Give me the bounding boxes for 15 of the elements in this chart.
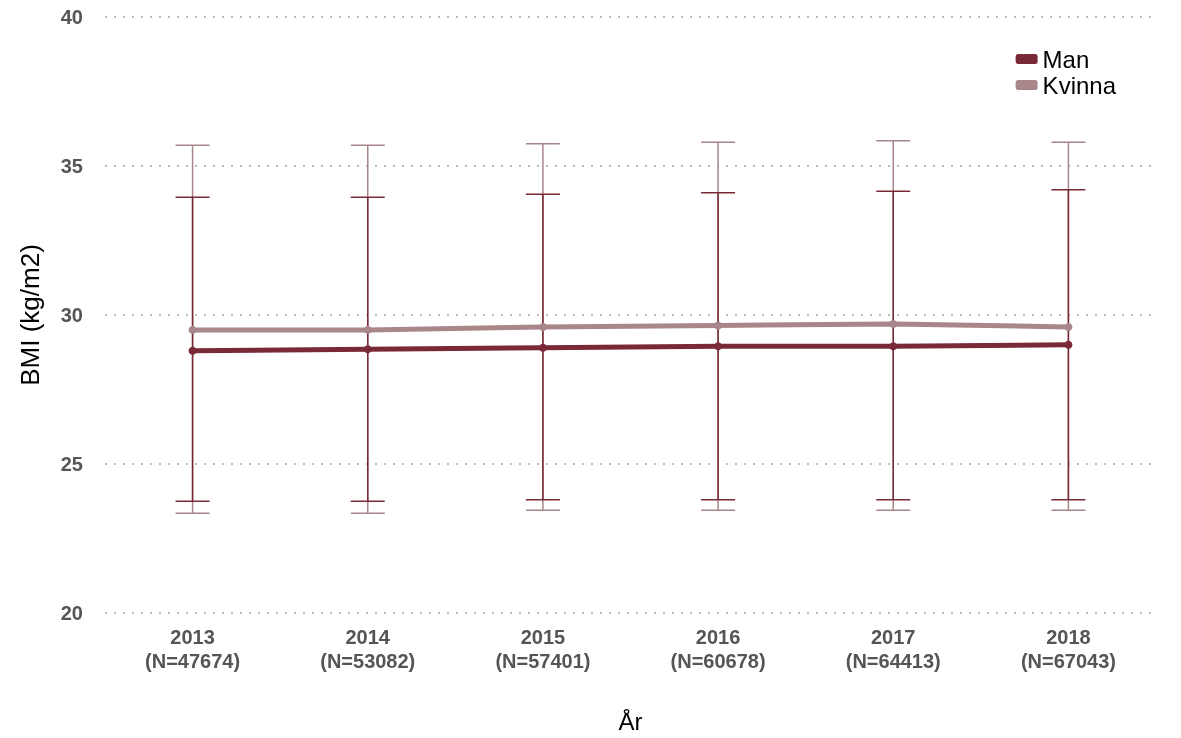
x-tick-label: 2018 (N=67043) bbox=[1020, 626, 1116, 672]
legend-label: Kvinna bbox=[1042, 71, 1117, 99]
y-tick-label: 30 bbox=[60, 304, 83, 326]
y-tick-label: 20 bbox=[60, 602, 83, 624]
y-tick-label: 40 bbox=[60, 6, 83, 28]
y-tick-label: 25 bbox=[60, 453, 83, 475]
x-tick-label: 2014 (N=53082) bbox=[320, 626, 416, 672]
y-axis-title: BMI (kg/m2) bbox=[15, 244, 45, 386]
x-tick-label: 2015 (N=57401) bbox=[495, 626, 591, 672]
y-tick-label: 35 bbox=[60, 155, 83, 177]
x-tick-label: 2013 (N=47674) bbox=[145, 626, 241, 672]
x-axis-title: År bbox=[618, 707, 643, 735]
x-tick-label: 2016 (N=60678) bbox=[670, 626, 766, 672]
x-tick-label: 2017 (N=64413) bbox=[845, 626, 941, 672]
legend-label: Man bbox=[1042, 45, 1090, 73]
